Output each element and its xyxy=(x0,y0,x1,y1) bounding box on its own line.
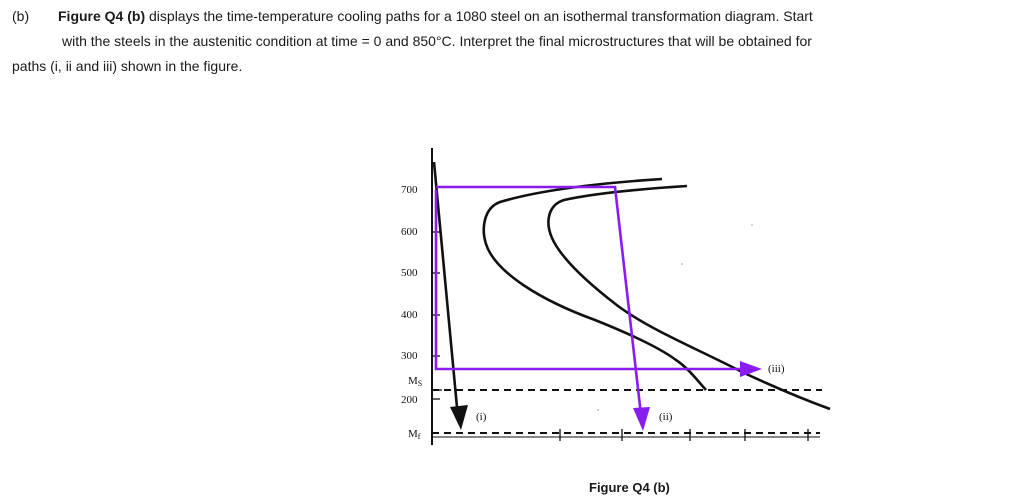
transformation-finish-curve xyxy=(547,184,831,411)
speck xyxy=(681,263,683,265)
ms-label-main: M xyxy=(408,375,418,387)
question-part-label: (b) xyxy=(12,8,30,24)
ms-label-subscript: S xyxy=(418,379,422,388)
transformation-start-curve xyxy=(482,177,707,391)
y-tick-500: 500 xyxy=(401,267,418,279)
y-tick-700: 700 xyxy=(401,184,418,196)
cooling-path-iii xyxy=(434,190,745,371)
mf-tick-marks xyxy=(559,429,809,441)
cooling-path-i xyxy=(432,161,460,419)
cooling-path-i-arrowhead xyxy=(450,405,468,430)
figure-caption: Figure Q4 (b) xyxy=(589,480,670,495)
path-label-i: (i) xyxy=(476,411,487,423)
question-line-1-text: displays the time-temperature cooling pa… xyxy=(145,8,813,24)
question-line-2: with the steels in the austenitic condit… xyxy=(62,33,812,49)
y-tick-600: 600 xyxy=(401,226,418,238)
y-tick-300: 300 xyxy=(401,350,418,362)
path-label-iii: (iii) xyxy=(768,363,785,375)
question-line-1: Figure Q4 (b) displays the time-temperat… xyxy=(58,8,813,24)
cooling-path-ii-arrowhead xyxy=(633,407,650,431)
speck xyxy=(751,224,753,226)
ms-label: MS xyxy=(408,375,422,388)
mf-label-main: M xyxy=(408,428,418,440)
y-tick-400: 400 xyxy=(401,309,418,321)
speck xyxy=(597,409,599,411)
cooling-path-ii xyxy=(436,185,643,416)
question-line-3: paths (i, ii and iii) shown in the figur… xyxy=(12,58,243,74)
mf-label-subscript: f xyxy=(418,432,421,441)
mf-label: Mf xyxy=(408,428,421,441)
y-tick-200: 200 xyxy=(401,394,418,406)
cooling-path-iii-arrowhead xyxy=(740,361,762,377)
path-label-ii: (ii) xyxy=(659,411,673,423)
figure-reference: Figure Q4 (b) xyxy=(58,8,146,24)
